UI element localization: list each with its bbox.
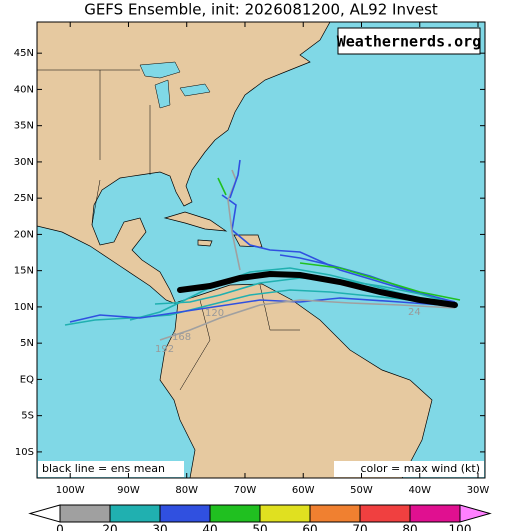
hour-label: 24 [408,307,421,318]
lat-label: 10S [15,447,34,458]
lon-label: 70W [234,485,257,496]
colorbar-segment [109,504,161,523]
watermark: Weathernerds.org [337,33,482,51]
map: 192 168 120 24 Weathernerds.org black li… [36,21,486,479]
lat-label: 10N [14,302,34,313]
lat-label: 35N [14,121,34,132]
lon-label: 100W [56,485,85,496]
colorbar-segment [309,504,361,523]
colorbar-label: 30 [152,523,167,531]
legend-right: color = max wind (kt) [360,462,480,475]
lon-label: 30W [467,485,490,496]
lat-label: 45N [14,48,34,59]
colorbar-segment [159,504,211,523]
colorbar-label: 100 [449,523,472,531]
title: GEFS Ensemble, init: 2026081200, AL92 In… [84,1,438,19]
colorbar-label: 60 [302,523,317,531]
colorbar-segment [259,504,311,523]
lat-label: 25N [14,193,34,204]
land [159,283,433,478]
colorbar-segment [409,504,461,523]
legend-left: black line = ens mean [42,462,165,475]
lat-label: EQ [20,374,34,385]
colorbar-label: 20 [102,523,117,531]
legend-box [38,461,184,477]
hour-label: 120 [205,308,224,319]
colorbar-label: 40 [202,523,217,531]
colorbar-label: 80 [402,523,417,531]
border [37,69,300,391]
ensemble-tracks [64,159,461,341]
lat-label: 40N [14,84,34,95]
watermark-box [337,27,481,55]
colorbar-segment [359,504,411,523]
hour-label: 168 [172,332,191,343]
colorbar-label: 50 [252,523,267,531]
lon-label: 90W [117,485,140,496]
lat-label: 5S [21,411,34,422]
colorbar-segment [209,504,261,523]
lon-label: 40W [408,485,431,496]
colorbar-end [28,504,61,523]
hour-label: 192 [155,344,174,355]
land [163,211,263,248]
map-frame [36,21,486,479]
lat-label: 15N [14,266,34,277]
colorbar-label: 0 [56,523,64,531]
colorbar-segment [59,504,111,523]
lat-label: 20N [14,229,34,240]
colorbar-label: 70 [352,523,367,531]
lon-label: 60W [292,485,315,496]
legend-box [334,461,484,477]
lat-label: 5N [20,338,34,349]
colorbar-end [459,504,492,523]
ensemble-mean-track [177,270,458,308]
lon-label: 50W [350,485,373,496]
lat-label: 30N [14,157,34,168]
lon-label: 80W [175,485,198,496]
lake [139,61,211,109]
